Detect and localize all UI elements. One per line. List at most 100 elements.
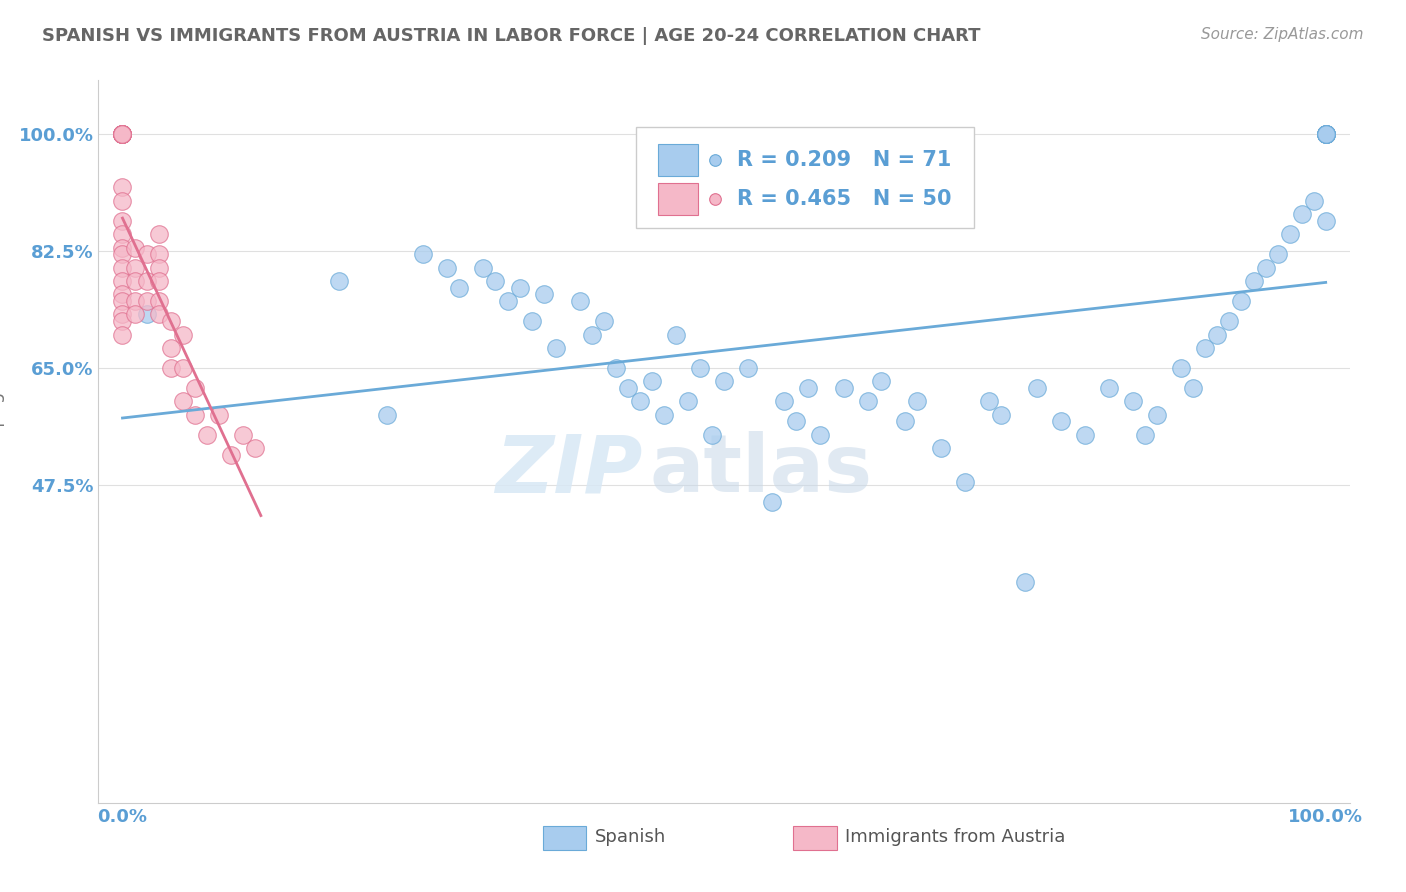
- Point: [111, 127, 134, 141]
- Point: [858, 394, 880, 409]
- Point: [111, 294, 134, 309]
- Point: [713, 375, 735, 389]
- Point: [785, 414, 807, 429]
- Point: [689, 361, 711, 376]
- Point: [808, 427, 831, 442]
- Point: [1302, 194, 1324, 208]
- Point: [183, 408, 205, 422]
- Point: [592, 314, 614, 328]
- Point: [1182, 381, 1205, 395]
- Point: [172, 394, 194, 409]
- Point: [533, 287, 555, 301]
- Point: [1315, 127, 1337, 141]
- Point: [111, 127, 134, 141]
- Point: [148, 294, 170, 309]
- Point: [641, 375, 664, 389]
- Point: [1170, 361, 1192, 376]
- Point: [148, 274, 170, 288]
- Text: Spanish: Spanish: [595, 829, 666, 847]
- Point: [195, 427, 218, 442]
- Point: [581, 327, 603, 342]
- Point: [111, 307, 134, 322]
- Point: [172, 361, 194, 376]
- Point: [1243, 274, 1265, 288]
- Point: [605, 361, 627, 376]
- Point: [869, 375, 891, 389]
- Point: [1146, 408, 1168, 422]
- Point: [111, 327, 134, 342]
- Point: [148, 260, 170, 275]
- Point: [1206, 327, 1229, 342]
- Bar: [543, 826, 586, 850]
- Point: [111, 180, 134, 194]
- Point: [496, 294, 519, 309]
- Point: [111, 127, 134, 141]
- Point: [990, 408, 1012, 422]
- Point: [124, 307, 146, 322]
- Text: SPANISH VS IMMIGRANTS FROM AUSTRIA IN LABOR FORCE | AGE 20-24 CORRELATION CHART: SPANISH VS IMMIGRANTS FROM AUSTRIA IN LA…: [42, 27, 980, 45]
- Point: [700, 427, 723, 442]
- Point: [544, 341, 567, 355]
- Point: [135, 274, 157, 288]
- Point: [1194, 341, 1216, 355]
- Point: [159, 314, 181, 328]
- Point: [1315, 214, 1337, 228]
- Point: [111, 241, 134, 255]
- Text: R = 0.465   N = 50: R = 0.465 N = 50: [737, 189, 950, 209]
- Point: [1315, 127, 1337, 141]
- Point: [1254, 260, 1277, 275]
- Point: [375, 408, 398, 422]
- Text: atlas: atlas: [650, 432, 872, 509]
- Point: [520, 314, 543, 328]
- Point: [665, 327, 688, 342]
- Text: Source: ZipAtlas.com: Source: ZipAtlas.com: [1201, 27, 1364, 42]
- Bar: [793, 826, 837, 850]
- Point: [834, 381, 856, 395]
- Point: [704, 236, 727, 251]
- Point: [1098, 381, 1121, 395]
- Point: [1291, 207, 1313, 221]
- Point: [135, 294, 157, 309]
- Point: [652, 408, 675, 422]
- Point: [568, 294, 591, 309]
- Point: [111, 314, 134, 328]
- Point: [1315, 127, 1337, 141]
- Point: [412, 247, 434, 261]
- Point: [183, 381, 205, 395]
- Point: [676, 394, 699, 409]
- Point: [148, 227, 170, 242]
- Point: [1122, 394, 1144, 409]
- Point: [509, 281, 531, 295]
- Point: [135, 247, 157, 261]
- Point: [1278, 227, 1301, 242]
- FancyBboxPatch shape: [637, 128, 974, 228]
- Point: [1315, 127, 1337, 141]
- Point: [449, 281, 471, 295]
- Point: [628, 394, 651, 409]
- Text: Immigrants from Austria: Immigrants from Austria: [845, 829, 1066, 847]
- Point: [773, 394, 796, 409]
- Point: [111, 127, 134, 141]
- Point: [1074, 427, 1097, 442]
- Point: [953, 475, 976, 489]
- Point: [111, 287, 134, 301]
- Bar: [658, 183, 697, 215]
- Point: [111, 127, 134, 141]
- Point: [111, 194, 134, 208]
- Point: [1014, 575, 1036, 590]
- Point: [124, 274, 146, 288]
- Point: [1218, 314, 1240, 328]
- Point: [243, 442, 266, 455]
- Point: [761, 494, 783, 508]
- Point: [111, 247, 134, 261]
- Point: [111, 127, 134, 141]
- Point: [111, 274, 134, 288]
- Point: [1315, 127, 1337, 141]
- Point: [328, 274, 350, 288]
- Point: [737, 361, 759, 376]
- Point: [436, 260, 458, 275]
- Point: [1135, 427, 1157, 442]
- Point: [1315, 127, 1337, 141]
- Point: [977, 394, 1000, 409]
- Point: [111, 127, 134, 141]
